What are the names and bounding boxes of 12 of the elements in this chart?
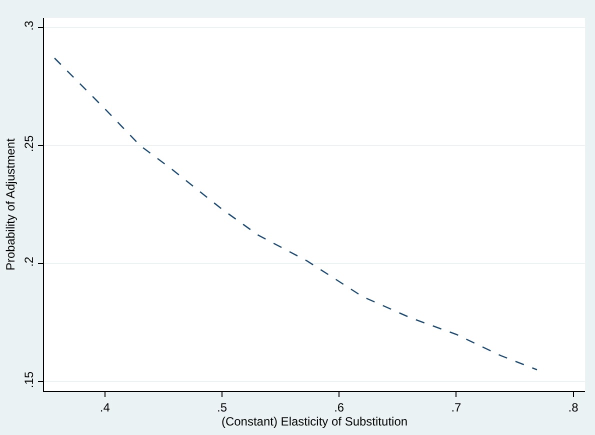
x-tick-label: .7 xyxy=(451,400,462,414)
y-tick-label: .3 xyxy=(22,20,36,31)
x-axis-title: (Constant) Elasticity of Substitution xyxy=(221,414,408,428)
line-series xyxy=(54,57,538,370)
y-tick-label: .15 xyxy=(22,371,36,388)
y-tick-label: .25 xyxy=(22,135,36,152)
x-tick-label: .5 xyxy=(216,400,228,414)
y-axis-title: Probability of Adjustment xyxy=(4,138,18,271)
y-tick-label: .2 xyxy=(22,256,36,267)
x-tick-label: .4 xyxy=(100,400,110,414)
x-tick-label: .8 xyxy=(568,400,579,414)
x-tick-label: .6 xyxy=(334,400,344,414)
